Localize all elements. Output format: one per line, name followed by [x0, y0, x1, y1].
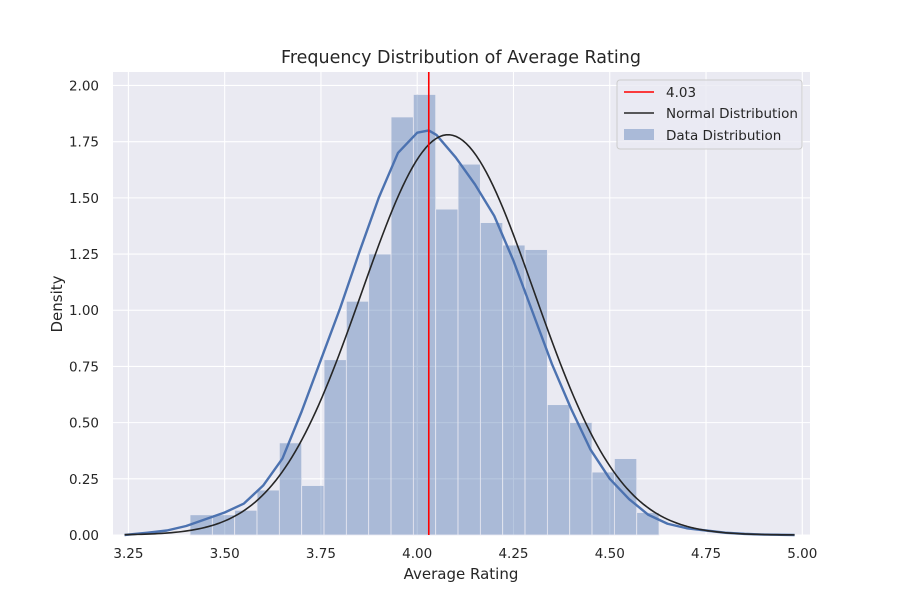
- histogram-bar: [301, 485, 325, 536]
- y-tick-label: 1.50: [69, 191, 99, 207]
- histogram-bar: [435, 208, 459, 536]
- y-tick-label: 2.00: [69, 78, 99, 94]
- x-tick-label: 4.75: [691, 546, 721, 562]
- y-axis-label: Density: [48, 275, 66, 332]
- histogram-bar: [502, 244, 526, 536]
- legend-normal-label: Normal Distribution: [666, 106, 798, 122]
- histogram-bars: [189, 94, 660, 536]
- histogram-bar: [569, 422, 593, 536]
- y-tick-label: 0.75: [69, 359, 99, 375]
- x-tick-label: 4.25: [498, 546, 528, 562]
- y-tick-label: 0.00: [69, 528, 99, 544]
- curves: [124, 72, 795, 537]
- kde-curve: [124, 129, 795, 537]
- x-tick-label: 4.00: [402, 546, 432, 562]
- histogram-bar: [345, 300, 370, 536]
- y-tick-label: 0.25: [69, 472, 99, 488]
- y-tick-label: 1.75: [69, 135, 99, 151]
- x-tick-label: 4.50: [595, 546, 625, 562]
- histogram-bar: [524, 249, 548, 536]
- y-tick-label: 1.25: [69, 247, 99, 263]
- legend-mean-label: 4.03: [666, 85, 696, 101]
- legend-box: [616, 79, 803, 150]
- legend: 4.03 Normal Distribution Data Distributi…: [616, 79, 803, 150]
- histogram-bar: [368, 253, 392, 536]
- y-tick-label: 1.00: [69, 303, 99, 319]
- histogram-bar: [479, 222, 504, 536]
- histogram-bar: [546, 404, 571, 536]
- x-tick-label: 3.25: [113, 546, 143, 562]
- chart-title: Frequency Distribution of Average Rating: [281, 48, 641, 68]
- y-tick-label: 0.50: [69, 416, 99, 432]
- y-tick-labels: 0.00 0.25 0.50 0.75 1.00 1.25 1.50 1.75 2.00: [69, 78, 99, 544]
- legend-histogram-label: Data Distribution: [666, 128, 781, 144]
- x-tick-label: 5.00: [787, 546, 817, 562]
- legend-histogram-swatch: [624, 129, 654, 140]
- normal-distribution-curve: [124, 133, 795, 536]
- x-tick-label: 3.50: [210, 546, 240, 562]
- histogram-bar: [390, 116, 414, 536]
- x-tick-labels: 3.25 3.50 3.75 4.00 4.25 4.50 4.75 5.00: [113, 546, 817, 562]
- histogram-bar: [457, 163, 481, 536]
- x-axis-label: Average Rating: [404, 565, 519, 583]
- x-tick-label: 3.75: [306, 546, 336, 562]
